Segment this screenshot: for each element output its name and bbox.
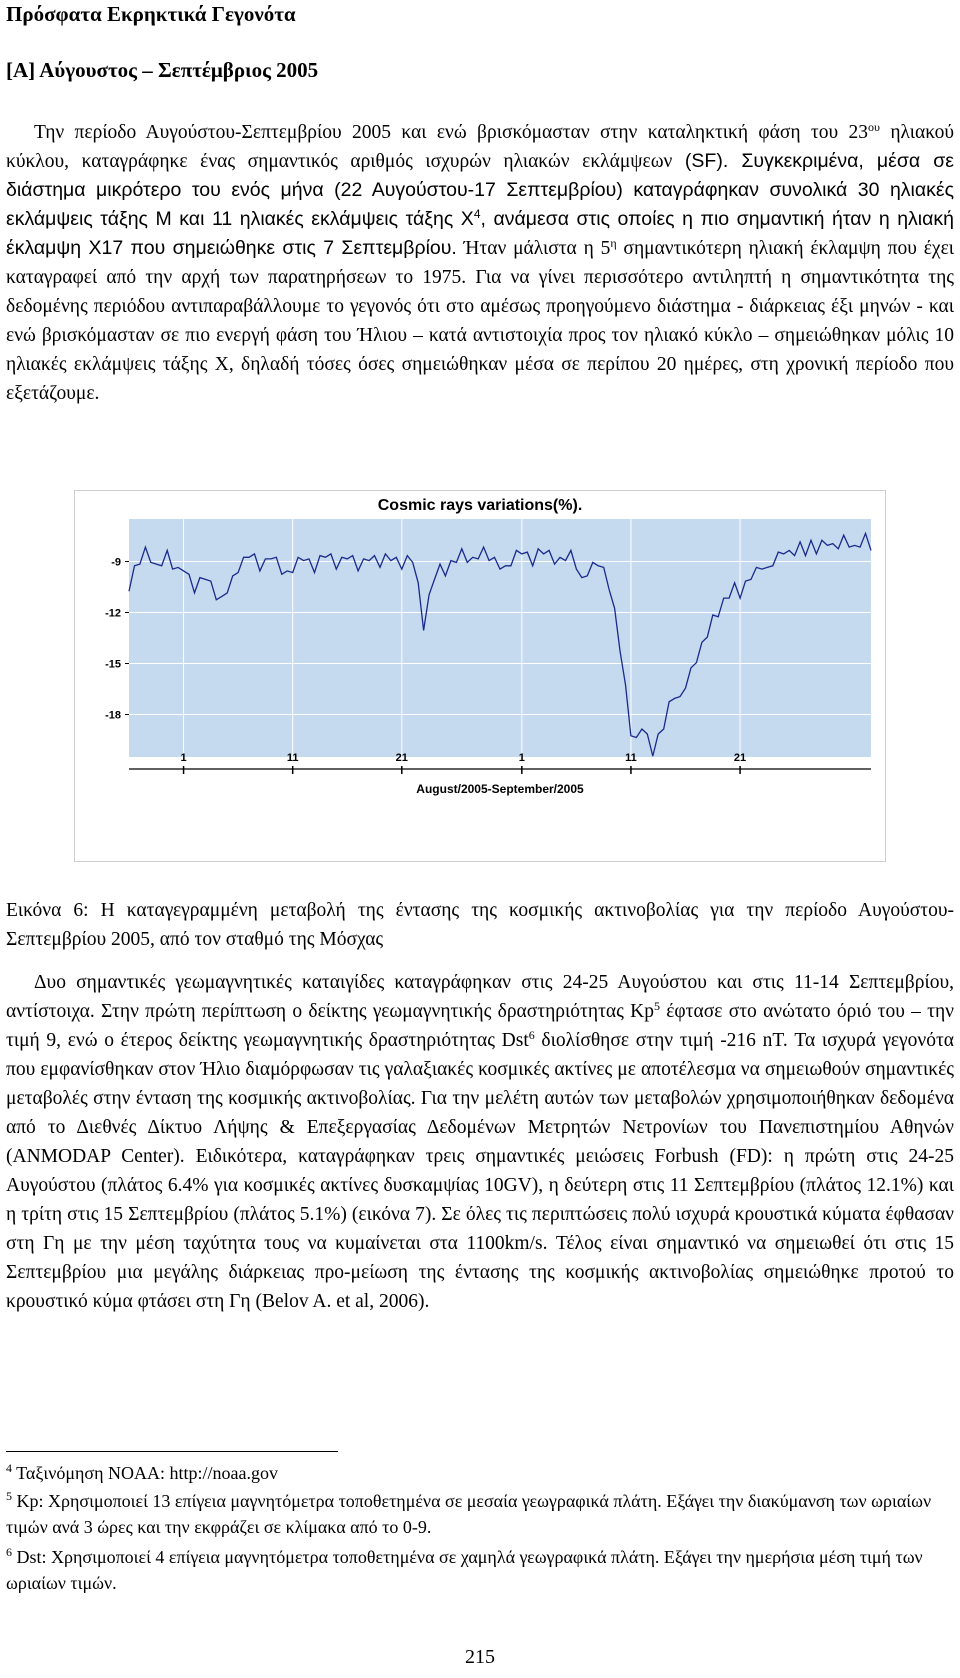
- series-line: [128, 531, 872, 757]
- footnote-5-number: 5: [6, 1489, 12, 1503]
- p1-footnote-ref-4: 4: [473, 207, 481, 221]
- footnote-4-number: 4: [6, 1461, 12, 1475]
- p1-text-e: Ήταν μάλιστα η 5: [456, 238, 611, 259]
- p3-text-b: έφτασε στο ανώτατο όριό του – την τιμή 9…: [6, 1001, 954, 1051]
- plot-area: [129, 519, 871, 757]
- footnote-5-text: Kp: Χρησιμοποιεί 13 επίγεια μαγνητόμετρα…: [6, 1491, 932, 1537]
- x-tick-label-3: 1: [519, 752, 525, 764]
- p1-text-b: ηλιακού κύκλου, καταγράφηκε ένας σημαντι…: [6, 122, 954, 172]
- footnote-6-number: 6: [6, 1545, 12, 1559]
- x-tick-label-1: 11: [287, 752, 299, 764]
- chart-svg: -9-12-15-181 11 21 1 11 21August/2005-Septemb…: [105, 519, 872, 796]
- footnote-4-text: Ταξινόμηση NOAA: http://noaa.gov: [12, 1463, 279, 1483]
- footnote-divider: [6, 1451, 338, 1452]
- x-tick-label-2: 21: [396, 752, 408, 764]
- x-axis-label: August/2005-September/2005: [416, 782, 584, 796]
- x-tick-label-5: 21: [734, 752, 746, 764]
- y-tick-label-3: -18: [105, 710, 121, 722]
- p3-footnote-ref-5: 5: [653, 999, 660, 1013]
- footnote-6: 6 Dst: Χρησιμοποιεί 4 επίγεια μαγνητόμετ…: [6, 1544, 954, 1596]
- cosmic-rays-chart: Cosmic rays variations(%). -9 -12 -15 -18 1 1…: [74, 490, 886, 862]
- page-number: 215: [465, 1646, 495, 1668]
- footnote-6-text: Dst: Χρησιμοποιεί 4 επίγεια μαγνητόμετρα…: [6, 1547, 923, 1593]
- chart-title: Cosmic rays variations(%).: [377, 497, 583, 514]
- footnote-5: 5 Kp: Χρησιμοποιεί 13 επίγεια μαγνητόμετ…: [6, 1488, 954, 1540]
- y-tick-label-1: -12: [105, 608, 121, 620]
- paragraph-intro: Την περίοδο Αυγούστου-Σεπτεμβρίου 2005 κ…: [6, 118, 954, 408]
- p3-text-c: διολίσθησε στην τιμή -216 nT. Τα ισχυρά …: [6, 1030, 954, 1312]
- y-tick-label-2: -15: [105, 659, 121, 671]
- figure-caption: Εικόνα 6: Η καταγεγραμμένη μεταβολή της …: [6, 900, 954, 950]
- footnote-4: 4 Ταξινόμηση NOAA: http://noaa.gov: [6, 1460, 954, 1486]
- p1-text-f: σημαντικότερη ηλιακή έκλαμψη που έχει κα…: [6, 238, 955, 404]
- p3-text-a: Δυο σημαντικές γεωμαγνητικές καταιγίδες …: [6, 972, 954, 1022]
- y-tick-label-0: -9: [111, 557, 121, 569]
- paragraph-geomagnetic: Δυο σημαντικές γεωμαγνητικές καταιγίδες …: [6, 968, 954, 1316]
- p1-text-c: (SF). Συγκεκριμένα, μέσα σε διάστημα μικ…: [6, 150, 954, 230]
- p3-footnote-ref-6: 6: [528, 1028, 535, 1042]
- p1-text-a: Την περίοδο Αυγούστου-Σεπτεμβρίου 2005 κ…: [34, 122, 869, 143]
- x-tick-label-4: 11: [625, 752, 637, 764]
- subsection-heading: [Α] Αύγουστος – Σεπτέμβριος 2005: [6, 58, 319, 82]
- section-heading: Πρόσφατα Εκρηκτικά Γεγονότα: [6, 2, 296, 26]
- x-tick-label-0: 1: [180, 752, 186, 764]
- p1-sup-eta: η: [610, 236, 617, 250]
- p1-text-d: , ανάμεσα στις οποίες η πιο σημαντική ήτ…: [6, 208, 954, 259]
- p1-sup-ou: ου: [868, 120, 880, 134]
